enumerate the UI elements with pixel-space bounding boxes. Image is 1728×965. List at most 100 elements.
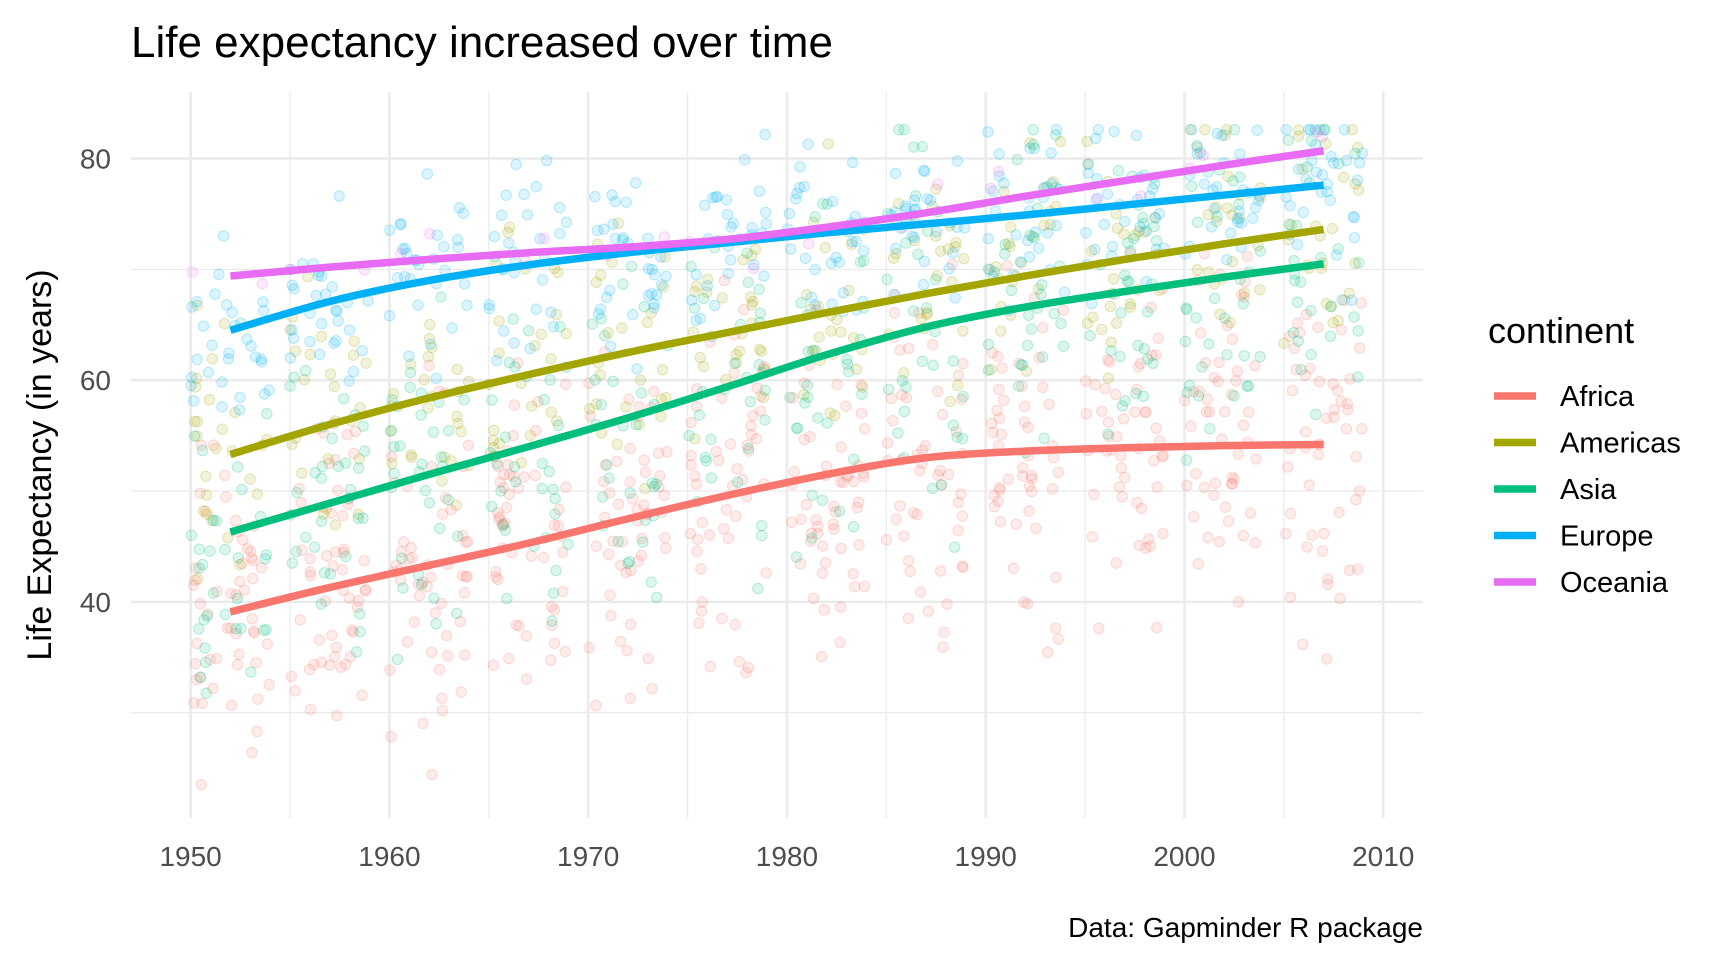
data-point-africa [988,500,1000,513]
data-point-asia [603,472,615,484]
data-point-americas [845,238,858,251]
data-point-africa [741,439,754,451]
data-point-asia [547,483,559,495]
data-point-africa [344,651,357,663]
data-point-africa [1190,468,1202,480]
data-point-africa [1093,622,1105,635]
data-point-europe [1234,148,1246,160]
data-point-asia [415,409,427,421]
data-point-europe [1106,240,1119,253]
data-point-africa [716,612,728,625]
data-point-africa [1102,354,1114,366]
data-point-americas [995,325,1007,337]
data-point-europe [846,156,859,169]
data-point-africa [347,626,360,638]
data-point-europe [491,354,503,367]
data-point-africa [1320,412,1333,424]
data-point-asia [485,394,498,406]
data-point-americas [1226,256,1239,268]
data-point-africa [560,378,572,390]
data-point-africa [827,518,839,530]
data-point-africa [1192,558,1204,570]
data-point-asia [1309,123,1322,136]
data-point-africa [294,614,306,626]
data-point-asia [1025,323,1038,335]
data-point-africa [1212,375,1224,388]
data-point-africa [359,584,371,597]
data-point-europe [631,363,643,375]
data-point-americas [1238,287,1251,299]
data-point-africa [623,393,635,405]
data-point-africa [716,392,728,404]
data-point-asia [388,467,400,480]
data-point-asia [286,557,299,569]
data-point-africa [635,549,648,562]
data-point-asia [697,292,710,305]
data-point-africa [993,383,1005,396]
data-point-americas [1105,336,1117,348]
data-point-asia [1228,123,1241,136]
data-point-africa [692,533,704,546]
data-point-africa [855,407,868,419]
data-point-africa [638,499,650,511]
data-point-europe [1251,124,1263,136]
series-line-americas [229,225,1325,459]
data-point-africa [304,552,316,565]
data-point-americas [1199,123,1211,136]
data-point-europe [1080,226,1092,239]
data-point-americas [813,331,825,343]
data-point-asia [956,432,969,445]
data-point-asia [404,366,417,379]
data-point-asia [428,592,440,604]
data-point-africa [1341,398,1354,410]
data-point-europe [313,348,326,361]
data-point-europe [1284,200,1296,212]
data-point-africa [1340,423,1353,435]
data-point-africa [1300,308,1313,321]
data-point-asia [219,608,232,621]
data-point-europe [1050,220,1063,232]
data-point-africa [1230,375,1242,387]
data-point-africa [189,574,201,586]
data-point-europe [412,299,424,311]
data-point-europe [825,257,837,269]
data-point-africa [398,536,410,548]
data-point-africa [1103,356,1116,368]
data-point-americas [1292,130,1305,142]
data-point-europe [690,314,702,327]
data-point-asia [1084,329,1096,342]
data-point-africa [512,357,524,369]
data-point-africa [815,650,828,663]
data-point-americas [222,532,234,544]
data-point-europe [1211,127,1223,140]
data-point-americas [405,449,417,461]
data-point-americas [284,324,296,336]
data-point-africa [324,659,336,671]
data-point-africa [187,579,200,592]
grid-lines [131,92,1423,818]
data-point-africa [1018,596,1030,608]
data-point-africa [1156,451,1169,463]
data-point-africa [831,378,843,391]
data-point-europe [197,320,210,332]
data-point-asia [450,607,463,620]
data-point-americas [856,381,869,393]
data-point-africa [230,514,242,527]
data-point-americas [404,358,417,370]
data-point-africa [395,546,407,558]
data-point-africa [605,610,617,622]
data-point-asia [423,497,436,509]
data-point-africa [321,550,333,562]
data-point-europe [343,324,356,336]
data-point-africa [835,542,847,555]
data-point-europe [1345,294,1358,307]
data-point-asia [635,387,648,399]
data-point-americas [694,351,706,364]
data-point-asia [404,381,416,394]
data-point-europe [758,270,770,282]
data-point-europe [809,299,821,311]
data-point-americas [930,183,942,195]
data-point-americas [850,363,863,375]
data-point-asia [881,273,893,286]
data-point-africa [248,627,260,639]
